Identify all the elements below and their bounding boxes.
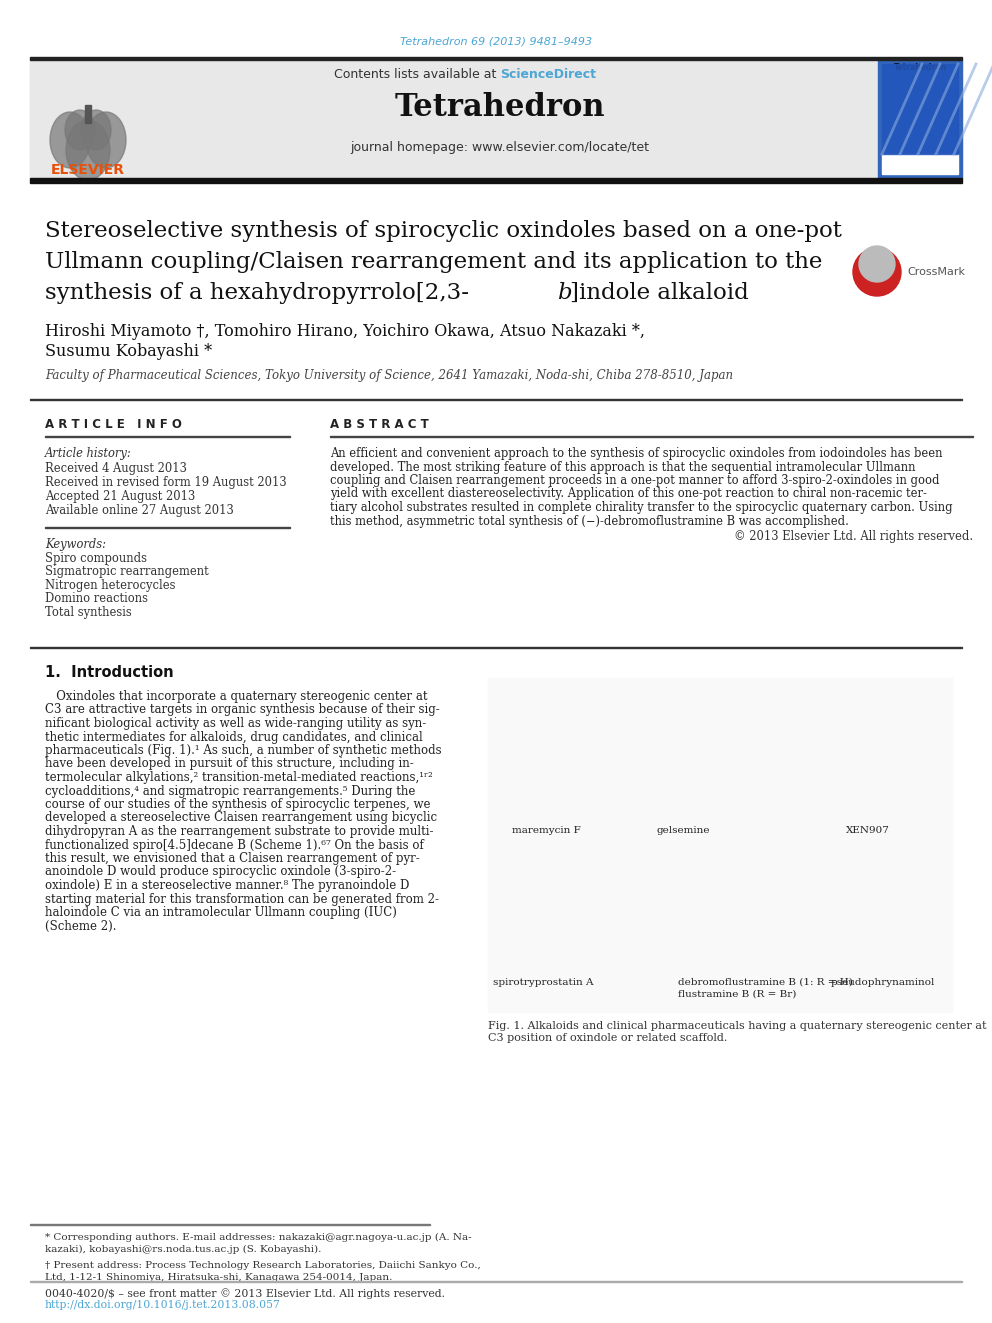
Bar: [30, 647, 962, 648]
Text: synthesis of a hexahydropyrrolo[2,3-: synthesis of a hexahydropyrrolo[2,3-: [45, 282, 469, 304]
Text: Keywords:: Keywords:: [45, 538, 106, 550]
Circle shape: [853, 247, 901, 296]
Text: XEN907: XEN907: [846, 826, 890, 835]
Text: Sigmatropic rearrangement: Sigmatropic rearrangement: [45, 565, 208, 578]
Text: An efficient and convenient approach to the synthesis of spirocyclic oxindoles f: An efficient and convenient approach to …: [330, 447, 942, 460]
Text: 1.  Introduction: 1. Introduction: [45, 665, 174, 680]
Text: Received 4 August 2013: Received 4 August 2013: [45, 462, 186, 475]
Text: course of our studies of the synthesis of spirocyclic terpenes, we: course of our studies of the synthesis o…: [45, 798, 431, 811]
Text: ScienceDirect: ScienceDirect: [500, 69, 596, 82]
Ellipse shape: [81, 110, 111, 149]
Text: this method, asymmetric total synthesis of (−)-debromoflustramine B was accompli: this method, asymmetric total synthesis …: [330, 515, 849, 528]
Text: developed a stereoselective Claisen rearrangement using bicyclic: developed a stereoselective Claisen rear…: [45, 811, 437, 824]
Text: termolecular alkylations,² transition-metal-mediated reactions,¹ʳ²: termolecular alkylations,² transition-me…: [45, 771, 433, 785]
Text: Total synthesis: Total synthesis: [45, 606, 132, 619]
Text: developed. The most striking feature of this approach is that the sequential int: developed. The most striking feature of …: [330, 460, 916, 474]
Text: Fig. 1. Alkaloids and clinical pharmaceuticals having a quaternary stereogenic c: Fig. 1. Alkaloids and clinical pharmaceu…: [488, 1021, 986, 1031]
Text: tiary alcohol substrates resulted in complete chirality transfer to the spirocyc: tiary alcohol substrates resulted in com…: [330, 501, 952, 515]
Text: haloindole C via an intramolecular Ullmann coupling (IUC): haloindole C via an intramolecular Ullma…: [45, 906, 397, 919]
Ellipse shape: [86, 112, 126, 168]
Text: Tetrahedron 69 (2013) 9481–9493: Tetrahedron 69 (2013) 9481–9493: [400, 37, 592, 48]
Bar: [882, 64, 958, 153]
Bar: [30, 398, 962, 400]
Text: debromoflustramine B (1: R = H): debromoflustramine B (1: R = H): [678, 978, 853, 987]
Text: Contents lists available at: Contents lists available at: [333, 69, 500, 82]
Text: A B S T R A C T: A B S T R A C T: [330, 418, 429, 431]
Text: Spiro compounds: Spiro compounds: [45, 552, 147, 565]
Text: cycloadditions,⁴ and sigmatropic rearrangements.⁵ During the: cycloadditions,⁴ and sigmatropic rearran…: [45, 785, 416, 798]
Text: yield with excellent diastereoselectivity. Application of this one-pot reaction : yield with excellent diastereoselectivit…: [330, 487, 927, 500]
Text: pseudophrynaminol: pseudophrynaminol: [831, 978, 935, 987]
Text: A R T I C L E   I N F O: A R T I C L E I N F O: [45, 418, 182, 431]
Text: dihydropyran A as the rearrangement substrate to provide multi-: dihydropyran A as the rearrangement subs…: [45, 826, 434, 837]
Text: Ltd, 1-12-1 Shinomiya, Hiratsuka-shi, Kanagawa 254-0014, Japan.: Ltd, 1-12-1 Shinomiya, Hiratsuka-shi, Ka…: [45, 1273, 393, 1282]
Text: anoindole D would produce spirocyclic oxindole (3-spiro-2-: anoindole D would produce spirocyclic ox…: [45, 865, 396, 878]
Bar: [882, 153, 958, 175]
Ellipse shape: [66, 120, 110, 180]
Text: Accepted 21 August 2013: Accepted 21 August 2013: [45, 490, 195, 503]
Text: Ullmann coupling/Claisen rearrangement and its application to the: Ullmann coupling/Claisen rearrangement a…: [45, 251, 822, 273]
Bar: [85, 105, 91, 123]
Text: this result, we envisioned that a Claisen rearrangement of pyr-: this result, we envisioned that a Claise…: [45, 852, 420, 865]
Text: (Scheme 2).: (Scheme 2).: [45, 919, 116, 933]
Text: gelsemine: gelsemine: [657, 826, 709, 835]
Text: Stereoselective synthesis of spirocyclic oxindoles based on a one-pot: Stereoselective synthesis of spirocyclic…: [45, 220, 842, 242]
Bar: [30, 60, 962, 179]
Text: coupling and Claisen rearrangement proceeds in a one-pot manner to afford 3-spir: coupling and Claisen rearrangement proce…: [330, 474, 939, 487]
Text: flustramine B (R = Br): flustramine B (R = Br): [678, 990, 797, 999]
Text: ]indole alkaloid: ]indole alkaloid: [570, 282, 749, 304]
Text: Oxindoles that incorporate a quaternary stereogenic center at: Oxindoles that incorporate a quaternary …: [45, 691, 428, 703]
Ellipse shape: [50, 112, 90, 168]
Text: † Present address: Process Technology Research Laboratories, Daiichi Sankyo Co.,: † Present address: Process Technology Re…: [45, 1261, 481, 1270]
Text: Article history:: Article history:: [45, 447, 132, 460]
Text: journal homepage: www.elsevier.com/locate/tet: journal homepage: www.elsevier.com/locat…: [350, 142, 650, 155]
Bar: [30, 60, 190, 179]
Text: thetic intermediates for alkaloids, drug candidates, and clinical: thetic intermediates for alkaloids, drug…: [45, 730, 423, 744]
Text: Nitrogen heterocycles: Nitrogen heterocycles: [45, 579, 176, 591]
Text: pharmaceuticals (Fig. 1).¹ As such, a number of synthetic methods: pharmaceuticals (Fig. 1).¹ As such, a nu…: [45, 744, 441, 757]
Text: starting material for this transformation can be generated from 2-: starting material for this transformatio…: [45, 893, 439, 905]
Bar: [30, 57, 962, 60]
Text: C3 are attractive targets in organic synthesis because of their sig-: C3 are attractive targets in organic syn…: [45, 704, 439, 717]
Text: CrossMark: CrossMark: [907, 267, 965, 277]
Text: Faculty of Pharmaceutical Sciences, Tokyo University of Science, 2641 Yamazaki, : Faculty of Pharmaceutical Sciences, Toky…: [45, 369, 733, 382]
Text: oxindole) E in a stereoselective manner.⁸ The pyranoindole D: oxindole) E in a stereoselective manner.…: [45, 878, 410, 892]
Text: © 2013 Elsevier Ltd. All rights reserved.: © 2013 Elsevier Ltd. All rights reserved…: [734, 531, 973, 542]
Text: Tetrahedron: Tetrahedron: [894, 64, 946, 73]
Text: Susumu Kobayashi *: Susumu Kobayashi *: [45, 343, 212, 360]
Text: Tetrahedron: Tetrahedron: [395, 93, 605, 123]
Text: Available online 27 August 2013: Available online 27 August 2013: [45, 504, 234, 517]
Text: Hiroshi Miyamoto †, Tomohiro Hirano, Yoichiro Okawa, Atsuo Nakazaki *,: Hiroshi Miyamoto †, Tomohiro Hirano, Yoi…: [45, 323, 645, 340]
Text: spirotryprostatin A: spirotryprostatin A: [493, 978, 593, 987]
Circle shape: [859, 246, 895, 282]
Text: functionalized spiro[4.5]decane B (Scheme 1).⁶⁷ On the basis of: functionalized spiro[4.5]decane B (Schem…: [45, 839, 424, 852]
Text: kazaki), kobayashi@rs.noda.tus.ac.jp (S. Kobayashi).: kazaki), kobayashi@rs.noda.tus.ac.jp (S.…: [45, 1245, 321, 1254]
Text: maremycin F: maremycin F: [512, 826, 580, 835]
Text: Received in revised form 19 August 2013: Received in revised form 19 August 2013: [45, 476, 287, 490]
Text: have been developed in pursuit of this structure, including in-: have been developed in pursuit of this s…: [45, 758, 414, 770]
Bar: [488, 677, 953, 1013]
Text: 0040-4020/$ – see front matter © 2013 Elsevier Ltd. All rights reserved.: 0040-4020/$ – see front matter © 2013 El…: [45, 1289, 445, 1299]
Text: b: b: [557, 282, 571, 304]
Text: C3 position of oxindole or related scaffold.: C3 position of oxindole or related scaff…: [488, 1033, 727, 1043]
Text: ELSEVIER: ELSEVIER: [51, 163, 125, 177]
Text: http://dx.doi.org/10.1016/j.tet.2013.08.057: http://dx.doi.org/10.1016/j.tet.2013.08.…: [45, 1301, 281, 1310]
Text: nificant biological activity as well as wide-ranging utility as syn-: nificant biological activity as well as …: [45, 717, 427, 730]
Text: Domino reactions: Domino reactions: [45, 593, 148, 606]
Bar: [30, 177, 962, 183]
Bar: [878, 60, 962, 179]
Ellipse shape: [65, 110, 95, 149]
Text: * Corresponding authors. E-mail addresses: nakazaki@agr.nagoya-u.ac.jp (A. Na-: * Corresponding authors. E-mail addresse…: [45, 1233, 471, 1242]
